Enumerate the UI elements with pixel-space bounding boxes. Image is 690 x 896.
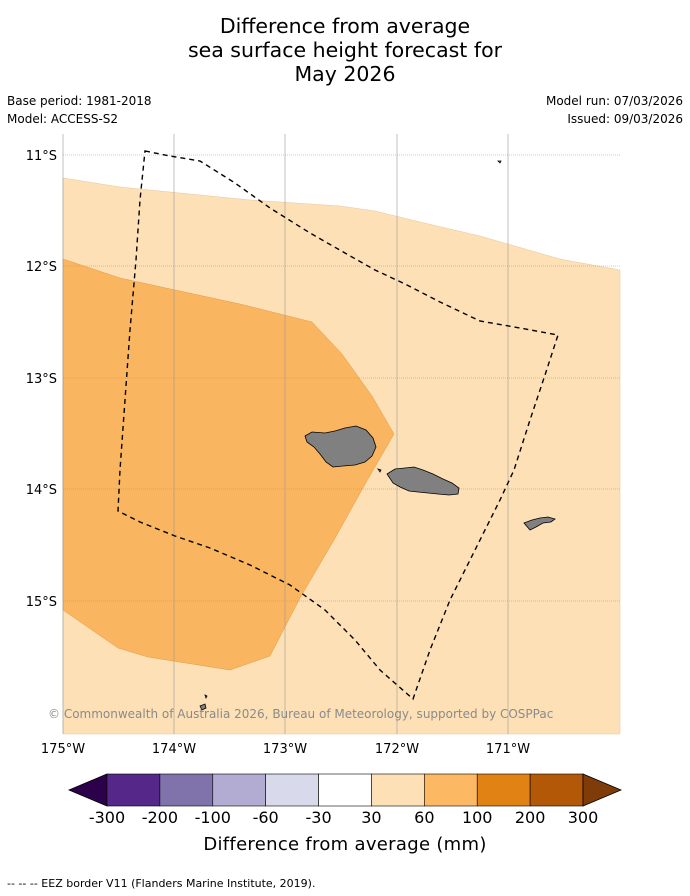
title-line-1: Difference from average: [219, 14, 471, 38]
title-line-2: sea surface height forecast for: [187, 38, 503, 62]
colorbar-title: Difference from average (mm): [203, 834, 486, 855]
anomaly-region-60-100: [62, 258, 395, 671]
lat-label-14s: 14°S: [26, 483, 57, 498]
colorbar: -300 -200 -100 -60 -30 30 60 100 200 300 Differen…: [67, 773, 623, 855]
lon-label-171w: 171°W: [486, 742, 530, 757]
colorbar-box: [424, 773, 478, 807]
tutuila-island: [523, 516, 556, 531]
lat-label-13s: 13°S: [26, 372, 57, 387]
savaii-island: [304, 425, 377, 468]
lat-label-15s: 15°S: [26, 595, 57, 610]
apolima-islet: [377, 468, 382, 473]
colorbar-tick-label: 30: [361, 808, 381, 827]
colorbar-box: [529, 773, 584, 807]
model-name-text: Model: ACCESS-S2: [7, 112, 119, 126]
base-period-text: Base period: 1981-2018: [7, 94, 152, 108]
colorbar-box: [159, 773, 214, 807]
issued-date-text: Issued: 09/03/2026: [567, 112, 683, 126]
lon-label-175w: 175°W: [41, 742, 85, 757]
eez-border-note: -- -- -- EEZ border V11 (Flanders Marine…: [7, 877, 316, 890]
southwest-islet-a: [204, 694, 208, 700]
colorbar-tick-label: -200: [142, 808, 178, 827]
colorbar-tick-label: 100: [462, 808, 493, 827]
map-figure: 11°S 12°S 13°S 14°S 15°S 175°W 174°W 173…: [26, 134, 623, 855]
lon-label-173w: 173°W: [263, 742, 307, 757]
colorbar-tick-label: 60: [414, 808, 434, 827]
colorbar-tick-label: -30: [305, 808, 331, 827]
colorbar-box: [318, 773, 372, 807]
title-line-3: May 2026: [294, 62, 396, 86]
colorbar-tick-label: -300: [89, 808, 125, 827]
southwest-islet-b: [199, 703, 207, 711]
colorbar-tick-label: -100: [195, 808, 231, 827]
lat-label-11s: 11°S: [26, 149, 57, 164]
colorbar-high-extension: [582, 773, 623, 807]
colorbar-tick-label: -60: [253, 808, 279, 827]
swains-islet: [497, 160, 502, 164]
map-gridlines: [62, 134, 620, 734]
colorbar-box: [212, 773, 266, 807]
copyright-notice: © Commonwealth of Australia 2026, Bureau…: [48, 707, 553, 721]
colorbar-low-extension: [67, 773, 108, 807]
colorbar-box: [371, 773, 425, 807]
colorbar-tick-label: 300: [568, 808, 599, 827]
lon-label-174w: 174°W: [152, 742, 196, 757]
upolu-island: [386, 466, 460, 496]
map-panel: 11°S 12°S 13°S 14°S 15°S 175°W 174°W 173…: [26, 134, 621, 757]
lon-label-172w: 172°W: [375, 742, 419, 757]
model-run-text: Model run: 07/03/2026: [545, 94, 683, 108]
map-title: Difference from average sea surface heig…: [0, 14, 690, 86]
lat-label-12s: 12°S: [26, 260, 57, 275]
colorbar-box: [265, 773, 319, 807]
colorbar-box: [476, 773, 531, 807]
colorbar-tick-label: 200: [515, 808, 546, 827]
colorbar-box: [106, 773, 161, 807]
